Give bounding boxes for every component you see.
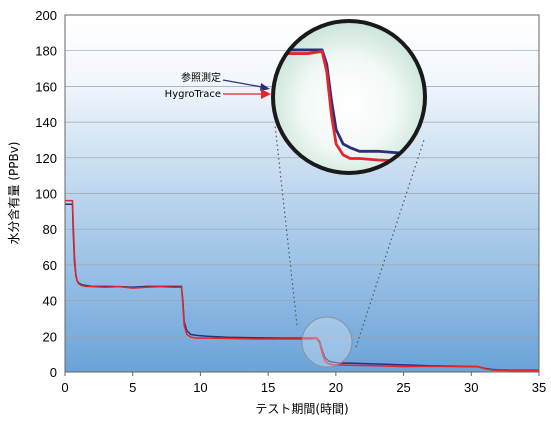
- x-tick-label: 10: [193, 380, 207, 395]
- y-axis-title: 水分含有量 (PPBv): [6, 142, 21, 245]
- y-tick-label: 100: [35, 187, 57, 202]
- series-group: [65, 199, 539, 372]
- zoom-guide-left: [274, 124, 298, 326]
- y-tick-label: 140: [35, 115, 57, 130]
- plot-border: [64, 14, 540, 373]
- x-tick-label: 5: [129, 380, 136, 395]
- y-tick-label: 20: [43, 329, 57, 344]
- x-tick-label: 30: [464, 380, 478, 395]
- legend-arrow-hygrotrace: [261, 89, 271, 99]
- zoom-lens: [273, 21, 425, 173]
- y-tick-label: 0: [50, 365, 57, 380]
- y-tick-label: 40: [43, 294, 57, 309]
- legend-label-hygrotrace: HygroTrace: [165, 89, 221, 100]
- y-tick-label: 80: [43, 222, 57, 237]
- y-tick-label: 160: [35, 79, 57, 94]
- zoom-lens-rim: [271, 19, 427, 175]
- x-tick-label: 0: [61, 380, 68, 395]
- x-axis-title: テスト期間(時間): [255, 402, 348, 416]
- zoom-region-circle: [301, 316, 353, 368]
- x-tick-label: 25: [396, 380, 410, 395]
- tick-labels: 0 20 40 60 80 100 120 140 160 180 200 0 5 10 15 20 25 30 3…: [35, 8, 546, 395]
- legend-label-reference: 参照測定: [181, 71, 221, 84]
- y-tick-label: 180: [35, 44, 57, 59]
- x-tick-label: 35: [532, 380, 546, 395]
- magnifier: 参照測定 HygroTrace: [165, 19, 427, 368]
- x-tick-label: 15: [261, 380, 275, 395]
- y-tick-label: 200: [35, 8, 57, 23]
- y-tick-label: 120: [35, 151, 57, 166]
- y-tick-label: 60: [43, 258, 57, 273]
- legend: 参照測定 HygroTrace: [165, 71, 271, 100]
- legend-arrow-reference: [260, 83, 270, 91]
- zoom-guide-right: [355, 139, 425, 348]
- series-line-hygrotrace: [65, 199, 539, 372]
- legend-pointer-reference: [222, 79, 263, 88]
- x-tick-label: 20: [329, 380, 343, 395]
